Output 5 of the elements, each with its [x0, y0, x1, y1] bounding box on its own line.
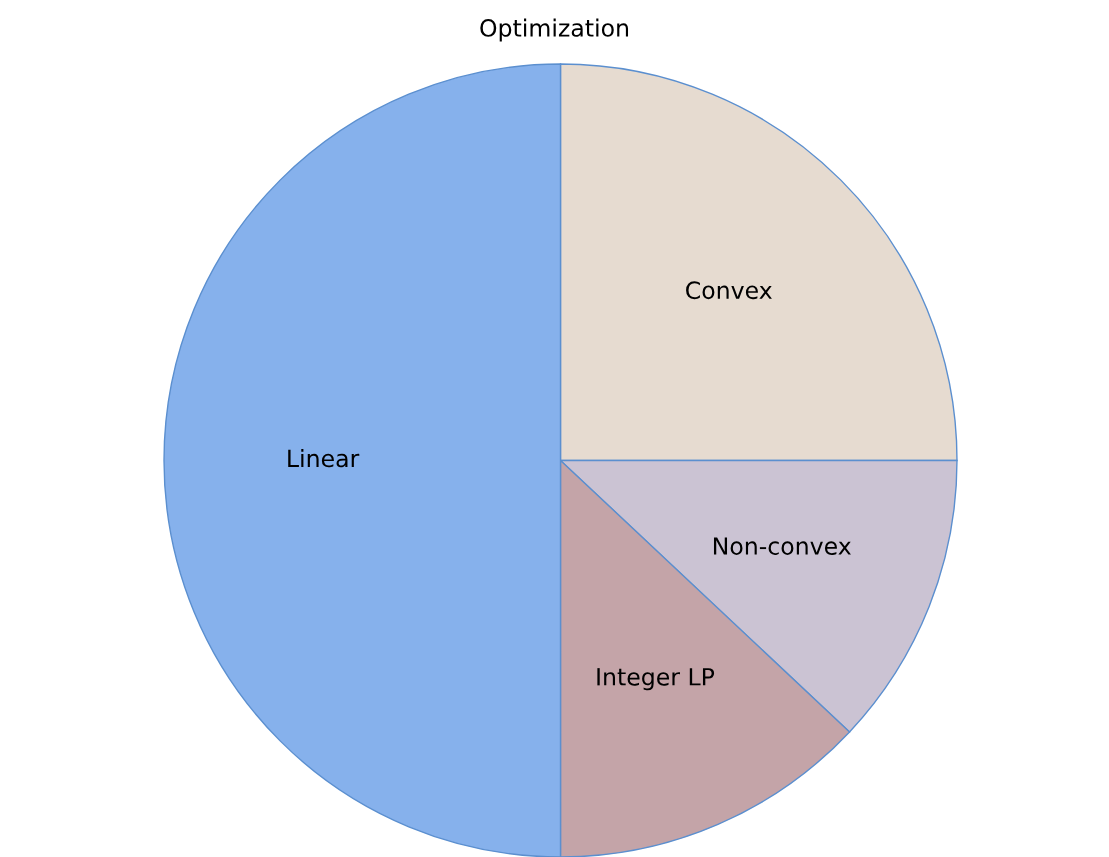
slice-label: Convex [686, 281, 772, 300]
slice-label: Linear [288, 449, 360, 468]
slice-label: Integer LP [597, 668, 715, 691]
slice-label: Non-convex [713, 537, 851, 555]
chart-title: Optimization [480, 18, 629, 42]
